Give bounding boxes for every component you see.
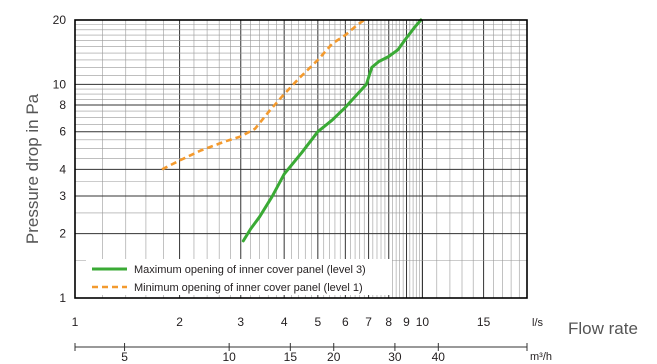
legend: Maximum opening of inner cover panel (le… [86,259,392,295]
y-tick-label: 8 [59,98,66,112]
secondary-tick-label: 30 [388,350,402,364]
y-tick-label: 3 [59,189,66,203]
x-tick-label: 3 [237,315,244,329]
secondary-x-axis: 5 10 15 20 30 40 [74,343,528,364]
plot-frame [74,19,528,299]
x-tick-label: 8 [385,315,392,329]
y-tick-label: 1 [59,291,66,305]
series-line-max [241,18,423,243]
legend-label-max: Maximum opening of inner cover panel (le… [134,264,366,276]
y-tick-label: 20 [53,13,67,27]
secondary-tick-label: 20 [327,350,341,364]
x-tick-label: 2 [176,315,183,329]
x-unit-primary: l/s [532,317,544,329]
y-tick-labels: 1 2 3 4 6 8 10 20 [53,13,67,305]
y-tick-label: 2 [59,227,66,241]
x-tick-label: 7 [365,315,372,329]
x-tick-label: 9 [403,315,410,329]
secondary-tick-label: 10 [222,350,236,364]
x-tick-label: 1 [72,315,79,329]
x-axis-label: Flow rate [568,319,638,338]
y-tick-label: 4 [59,162,66,176]
y-tick-label: 10 [53,77,67,91]
x-tick-label: 10 [416,315,430,329]
y-tick-label: 6 [59,125,66,139]
legend-background [86,259,392,295]
x-tick-label: 15 [477,315,491,329]
x-tick-label: 5 [314,315,321,329]
secondary-tick-label: 40 [432,350,446,364]
x-tick-label: 4 [281,315,288,329]
x-tick-label: 6 [342,315,349,329]
x-tick-labels: 1 2 3 4 5 6 7 8 9 10 15 [72,315,491,329]
legend-label-min: Minimum opening of inner cover panel (le… [134,282,363,294]
secondary-tick-label: 15 [284,350,298,364]
series-layer [161,18,423,243]
grid [75,20,527,298]
y-axis-label: Pressure drop in Pa [23,93,42,244]
secondary-tick-label: 5 [121,350,128,364]
x-unit-secondary: m³/h [530,351,552,363]
series-line-min [161,18,365,171]
